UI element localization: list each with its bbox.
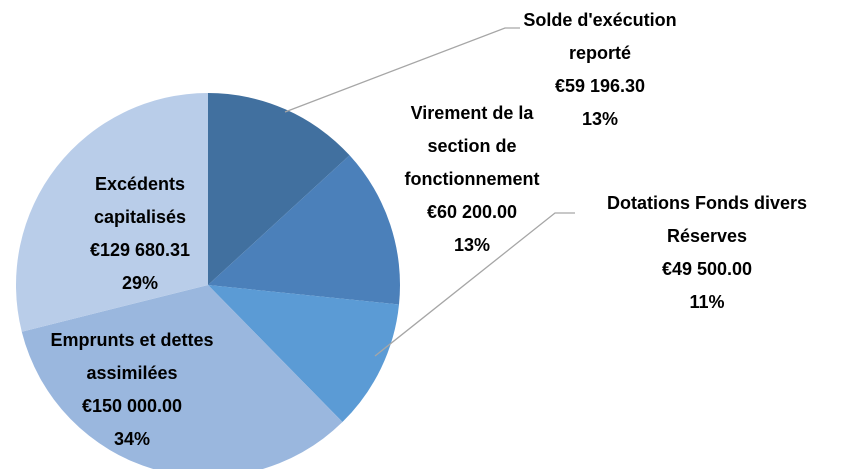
- percent-label: 34%: [113, 429, 151, 449]
- data-label: Excédents capitalisés €129 680.31 29%: [60, 168, 220, 300]
- pie-slice: [208, 93, 350, 285]
- category-label: Excédents capitalisés: [93, 174, 187, 227]
- value-label: €49 500.00: [661, 259, 753, 279]
- leader-line: [284, 27, 520, 113]
- category-label: Emprunts et dettes assimilées: [50, 330, 214, 383]
- pie-slice: [208, 155, 400, 305]
- data-label: Solde d'exécution reporté €59 196.30 13%: [500, 4, 700, 136]
- value-label: €129 680.31: [89, 240, 191, 260]
- pie-slice: [15, 93, 209, 332]
- value-label: €150 000.00: [81, 396, 183, 416]
- data-label: Dotations Fonds divers Réserves €49 500.0…: [582, 187, 832, 319]
- category-label: Virement de la section de fonctionnement: [404, 103, 540, 189]
- data-label: Emprunts et dettes assimilées €150 000.00…: [27, 324, 237, 456]
- category-label: Dotations Fonds divers Réserves: [606, 193, 808, 246]
- data-label: Virement de la section de fonctionnement…: [377, 97, 567, 262]
- value-label: €60 200.00: [426, 202, 518, 222]
- value-label: €59 196.30: [554, 76, 646, 96]
- category-label: Solde d'exécution reporté: [523, 10, 677, 63]
- percent-label: 13%: [581, 109, 619, 129]
- pie-slice: [21, 285, 343, 469]
- percent-label: 11%: [689, 292, 725, 312]
- pie: [15, 93, 400, 469]
- pie-slice: [208, 285, 400, 423]
- percent-label: 13%: [453, 235, 491, 255]
- percent-label: 29%: [121, 273, 159, 293]
- leader-line: [374, 212, 575, 357]
